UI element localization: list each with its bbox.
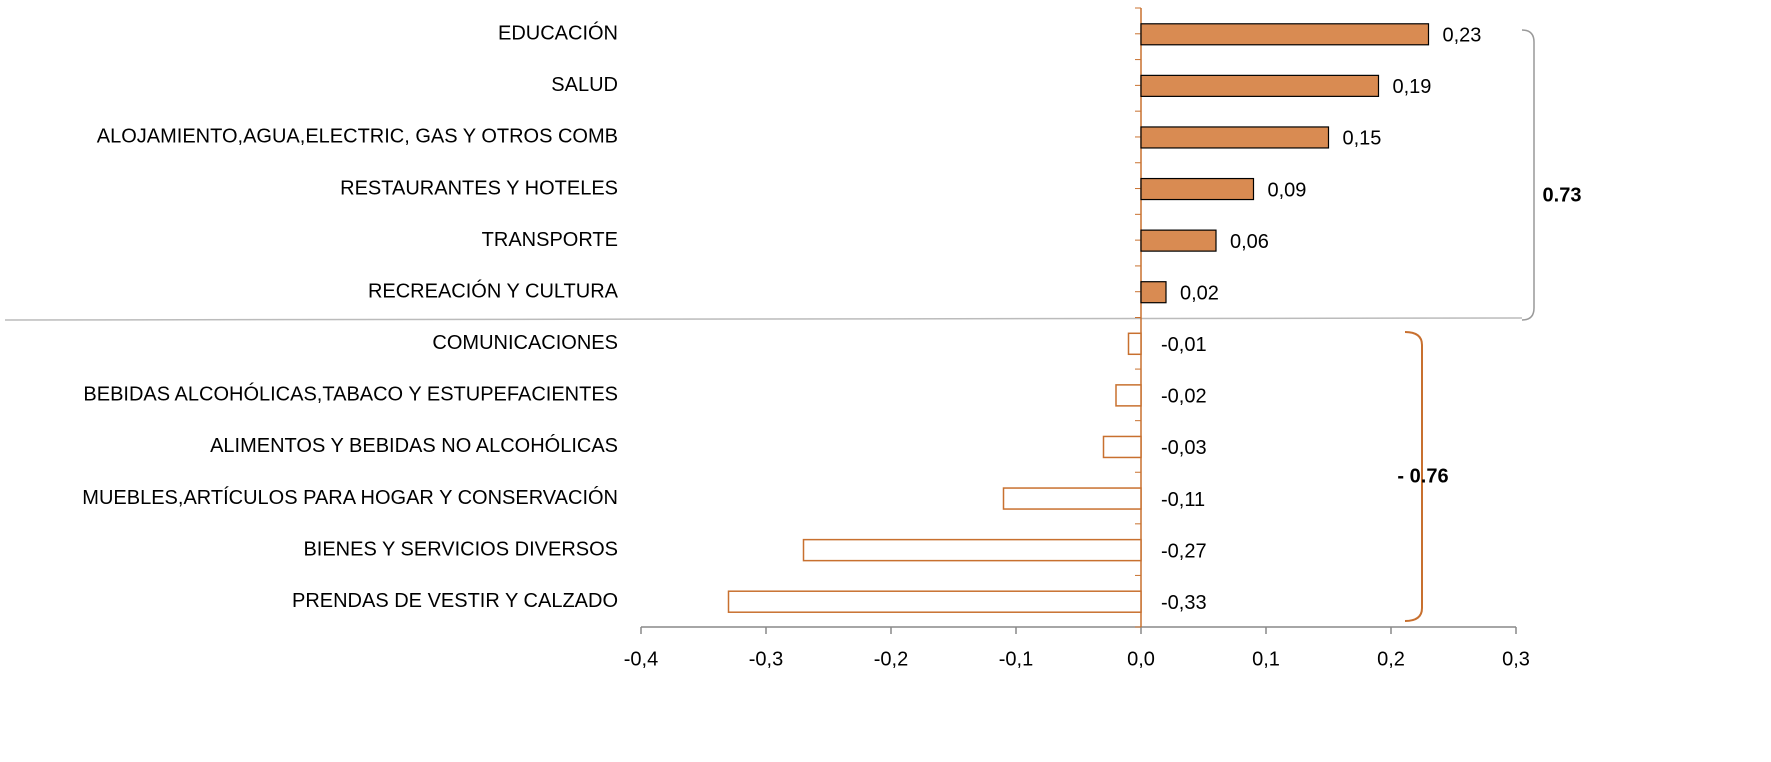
category-label: BEBIDAS ALCOHÓLICAS,TABACO Y ESTUPEFACIE… [83,383,618,406]
value-label: 0,19 [1393,76,1432,98]
value-label: -0,03 [1161,437,1207,459]
category-label: SALUD [551,74,618,96]
bar [1140,281,1167,304]
x-tick-label: -0,3 [749,648,783,670]
x-tick-label: 0,0 [1127,648,1155,670]
value-label: -0,27 [1161,540,1207,562]
bar [1002,487,1142,510]
positive-brace [1521,29,1535,321]
bar [1140,177,1255,201]
annotation: 0.73 [1543,184,1582,206]
value-label: -0,11 [1161,489,1205,511]
category-label: COMUNICACIONES [432,332,618,354]
category-label: RECREACIÓN Y CULTURA [368,279,619,302]
bar [1140,229,1217,252]
bar [1127,332,1142,356]
category-label: EDUCACIÓN [498,22,618,45]
x-tick-label: -0,4 [624,648,658,670]
group-divider [4,317,1523,321]
x-tick-label: 0,3 [1502,648,1530,670]
value-label: -0,33 [1161,592,1207,614]
category-label: MUEBLES,ARTÍCULOS PARA HOGAR Y CONSERVAC… [82,486,618,509]
value-label: 0,23 [1443,25,1482,47]
bar [727,590,1142,613]
x-tick-label: 0,2 [1377,648,1405,670]
value-label: -0,02 [1161,386,1207,408]
value-label: 0,09 [1268,179,1307,201]
negative-brace [1404,331,1423,622]
value-label: 0,02 [1180,282,1219,304]
value-label: 0,15 [1343,128,1382,150]
x-tick-label: 0,1 [1252,648,1280,670]
category-label: ALIMENTOS Y BEBIDAS NO ALCOHÓLICAS [210,434,618,457]
category-label: PRENDAS DE VESTIR Y CALZADO [292,590,618,612]
category-label: BIENES Y SERVICIOS DIVERSOS [303,538,618,560]
value-label: -0,01 [1161,334,1207,356]
category-label: RESTAURANTES Y HOTELES [340,177,618,199]
bar [1140,126,1330,149]
category-label: TRANSPORTE [482,229,618,251]
x-tick-label: -0,1 [999,648,1033,670]
category-label: ALOJAMIENTO,AGUA,ELECTRIC, GAS Y OTROS C… [97,126,618,148]
bar [802,538,1142,562]
value-label: 0,06 [1230,231,1269,253]
annotation: - 0.76 [1397,465,1448,487]
bar [1102,435,1142,459]
bar [1115,384,1142,407]
bar [1140,74,1380,97]
bar [1140,23,1430,46]
x-tick-label: -0,2 [874,648,908,670]
